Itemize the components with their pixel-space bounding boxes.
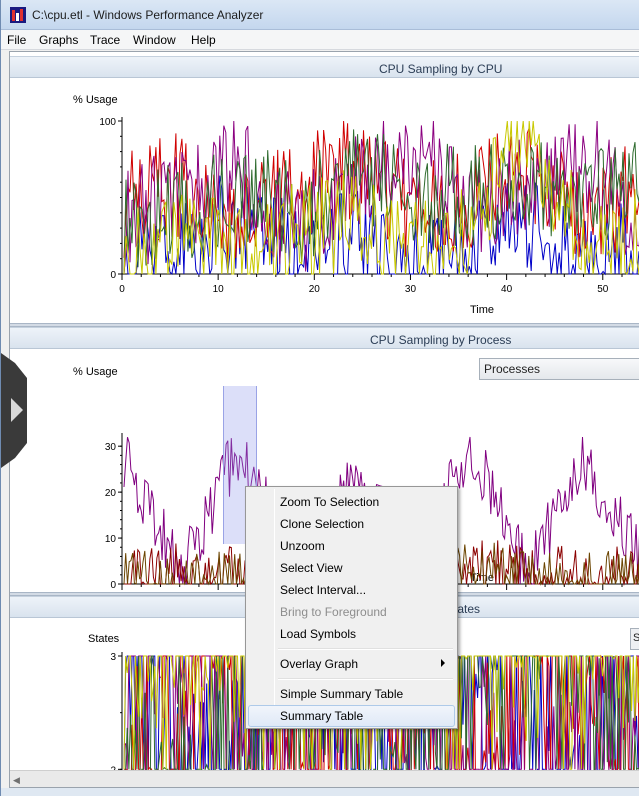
- menu-item-unzoom[interactable]: Unzoom: [280, 539, 325, 553]
- panel-title: CPU Sampling by CPU: [379, 62, 503, 76]
- menu-item-clone-selection[interactable]: Clone Selection: [280, 517, 365, 531]
- y-tick-label: 0: [110, 270, 116, 281]
- y-tick-label: 100: [99, 117, 116, 128]
- y-tick-label: 3: [110, 652, 116, 663]
- panel-header[interactable]: CPU Sampling by CPU: [10, 56, 639, 78]
- y-axis-label: States: [88, 633, 120, 645]
- menu-item-overlay-graph[interactable]: Overlay Graph: [248, 653, 455, 675]
- series-line: [123, 120, 639, 275]
- y-tick-label: 10: [105, 534, 117, 545]
- panel-splitter[interactable]: [10, 323, 639, 327]
- x-tick-label: 30: [405, 284, 417, 295]
- menu-item-load-symbols[interactable]: Load Symbols: [280, 627, 357, 641]
- panel-title: CPU Sampling by Process: [370, 333, 512, 347]
- menu-item-label: Overlay Graph: [280, 657, 359, 671]
- menu-window[interactable]: Window: [133, 33, 176, 47]
- menu-icon-gutter: [274, 489, 275, 726]
- x-tick-label: 20: [309, 284, 321, 295]
- panel-title: tates: [454, 602, 481, 616]
- menu-separator: [278, 648, 453, 650]
- y-tick-label: 0: [110, 580, 116, 591]
- scroll-left-icon[interactable]: ◀: [13, 775, 20, 785]
- menu-help[interactable]: Help: [191, 33, 216, 47]
- menu-item-zoom-to-selection[interactable]: Zoom To Selection: [280, 495, 380, 509]
- submenu-arrow-icon: [441, 659, 445, 667]
- context-menu: Zoom To Selection Clone Selection Unzoom…: [245, 486, 458, 729]
- window-title: C:\cpu.etl - Windows Performance Analyze…: [32, 8, 264, 22]
- panel-cpu-by-cpu: CPU Sampling by CPU % Usage Time 0 100 0 10…: [10, 56, 639, 323]
- cpu-by-cpu-chart[interactable]: 0 100 0 10 20 30 40 50: [10, 56, 639, 323]
- menu-graphs[interactable]: Graphs: [39, 33, 79, 47]
- y-tick-label: 20: [105, 488, 117, 499]
- menu-file[interactable]: File: [7, 33, 27, 47]
- title-bar[interactable]: C:\cpu.etl - Windows Performance Analyze…: [1, 0, 639, 30]
- x-tick-label: 10: [213, 284, 225, 295]
- series-line: [123, 129, 639, 275]
- y-axis-label: % Usage: [73, 94, 118, 106]
- x-tick-label: 0: [119, 284, 125, 295]
- x-axis-label: Time: [470, 304, 495, 316]
- chevron-right-icon: [11, 398, 23, 422]
- menu-trace[interactable]: Trace: [90, 33, 121, 47]
- menu-item-bring-to-foreground: Bring to Foreground: [280, 605, 387, 619]
- menu-item-select-interval[interactable]: Select Interval...: [280, 583, 367, 597]
- menu-separator: [278, 678, 453, 680]
- menu-item-simple-summary-table[interactable]: Simple Summary Table: [280, 687, 404, 701]
- panel-header[interactable]: CPU Sampling by Process: [10, 327, 639, 349]
- series-line: [123, 175, 639, 276]
- states-filter-dropdown[interactable]: S: [630, 628, 639, 650]
- x-tick-label: 40: [501, 284, 513, 295]
- process-filter-dropdown[interactable]: Processes: [479, 358, 639, 380]
- y-tick-label: 30: [105, 442, 117, 453]
- sidebar-expand-handle[interactable]: [1, 353, 27, 468]
- y-axis-label: % Usage: [73, 366, 118, 378]
- menu-item-select-view[interactable]: Select View: [280, 561, 343, 575]
- y-tick-label: 2: [110, 765, 116, 771]
- x-tick-label: 50: [597, 284, 609, 295]
- horizontal-scrollbar[interactable]: ◀: [10, 770, 639, 787]
- menu-bar: File Graphs Trace Window Help: [1, 30, 639, 50]
- menu-item-summary-table[interactable]: Summary Table: [248, 705, 455, 727]
- app-icon: [10, 7, 26, 23]
- window-bottom-border: [1, 788, 639, 796]
